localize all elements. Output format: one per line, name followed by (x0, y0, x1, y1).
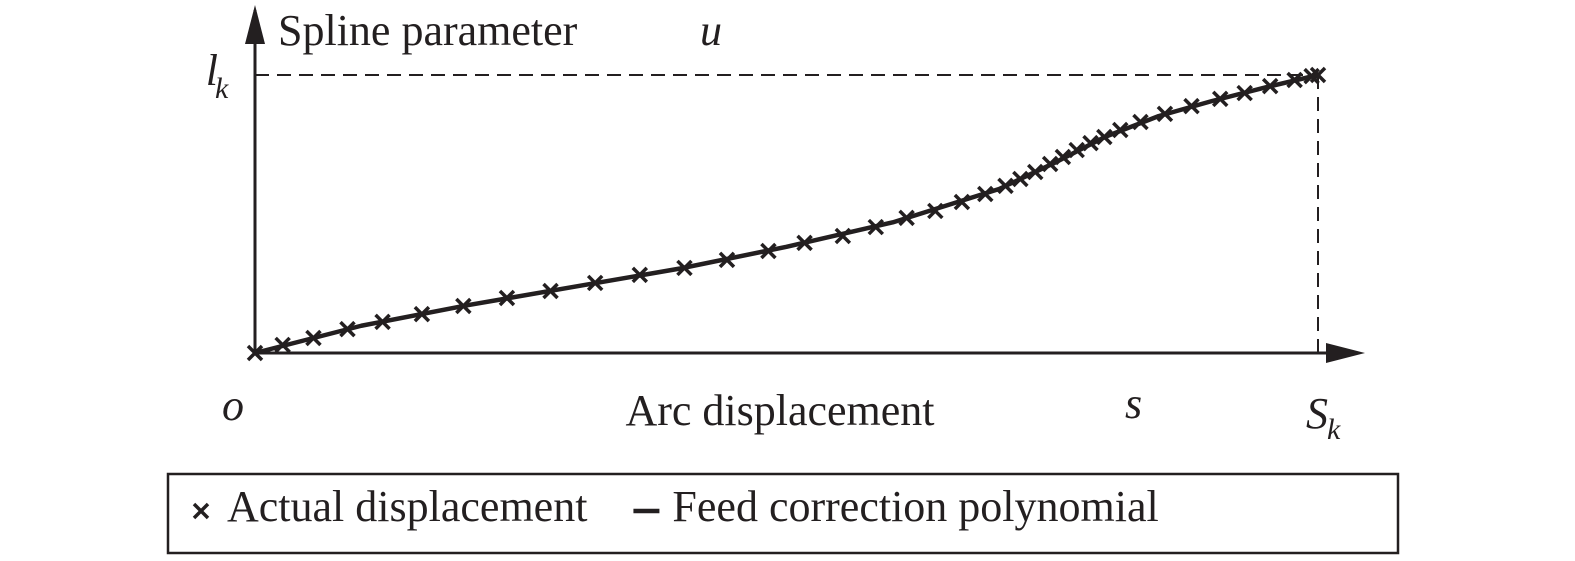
y-tick-subscript: k (215, 72, 229, 105)
legend-label: Actual displacement (227, 482, 587, 531)
x-axis-arrow (1326, 343, 1365, 363)
y-tick-label: l (206, 46, 218, 95)
x-tick-label: S (1306, 389, 1328, 438)
y-axis-label: Spline parameter (278, 6, 578, 55)
x-tick-label: o (222, 381, 244, 430)
legend-marker (192, 502, 210, 520)
x-axis-label: Arc displacement (625, 386, 934, 435)
x-axis-symbol: s (1125, 379, 1142, 428)
data-line (254, 72, 1319, 356)
y-axis-symbol: u (700, 6, 722, 55)
plot-area (246, 66, 1327, 362)
legend-box (166, 472, 1400, 555)
x-tick-subscript: k (1327, 413, 1341, 446)
legend-label: Feed correction polynomial (672, 482, 1158, 531)
y-axis-arrow (245, 5, 265, 44)
